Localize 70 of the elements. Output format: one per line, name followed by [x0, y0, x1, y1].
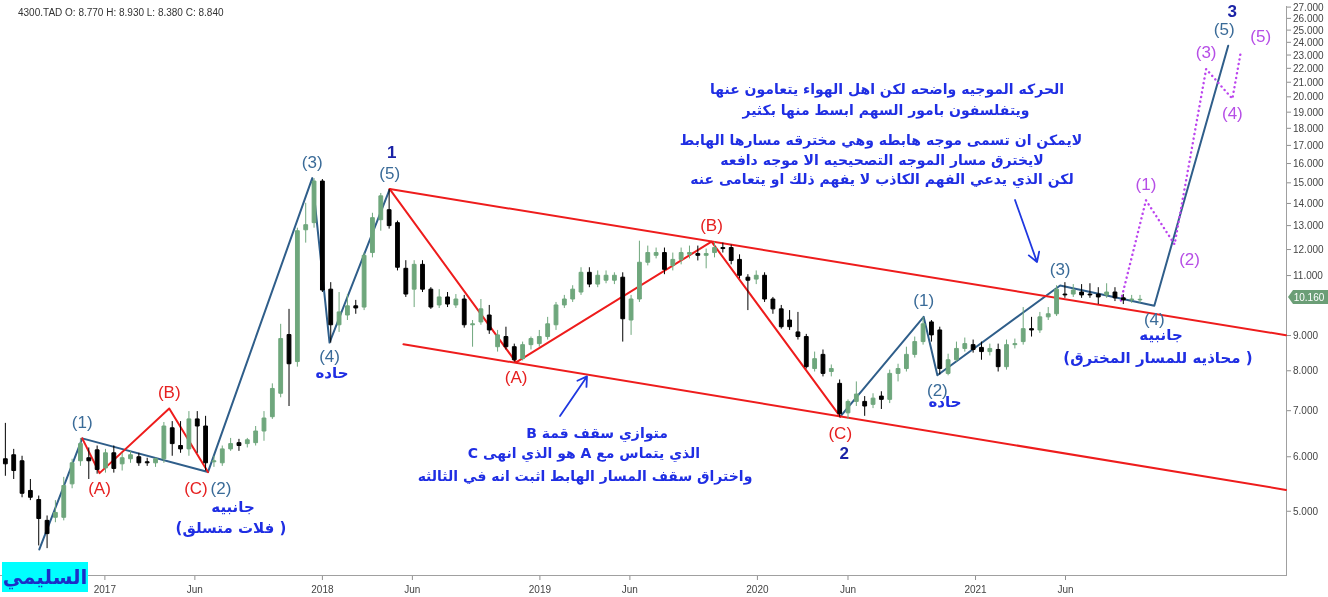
y-tick-label: 6.000	[1293, 451, 1319, 463]
x-tick-label: Jun	[404, 583, 421, 595]
y-tick-label: 12.000	[1293, 244, 1325, 256]
y-tick-label: 19.000	[1293, 106, 1325, 118]
annotation: 2	[839, 444, 849, 464]
y-tick-label: 17.000	[1293, 139, 1325, 151]
annotation: (C)	[184, 478, 208, 498]
annotation: متوازي سقف قمة B	[526, 425, 668, 443]
signature-box: السليمي	[2, 562, 88, 592]
annotation: (4)	[1143, 310, 1165, 330]
x-tick-label: 2018	[311, 583, 334, 595]
y-tick-label: 11.000	[1293, 270, 1324, 282]
annotation: (2)	[1179, 249, 1200, 269]
y-tick-label: 25.000	[1293, 24, 1325, 36]
annotation: (A)	[88, 478, 111, 498]
annotation: لكن الذي يدعي الفهم الكاذب لا يفهم ذلك او يتعامى عنه	[690, 171, 1074, 189]
annotation: لايمكن ان تسمى موجه هابطه وهي مخترقه مسارها الهابط	[679, 132, 1083, 149]
annotation: (1)	[913, 291, 935, 311]
y-tick-label: 18.000	[1293, 122, 1325, 134]
annotation: (C)	[828, 424, 853, 444]
y-tick-label: 22.000	[1293, 62, 1325, 74]
annotation: (3)	[1195, 42, 1217, 62]
annotation: (5)	[1250, 26, 1272, 46]
y-tick-label: 23.000	[1293, 49, 1325, 61]
x-tick-label: Jun	[1057, 583, 1074, 595]
annotation: (5)	[379, 163, 401, 183]
y-tick-label: 27.000	[1293, 1, 1325, 13]
annotation: (3)	[1049, 260, 1071, 279]
annotation: حاده	[315, 364, 349, 382]
annotation: (1)	[1135, 174, 1157, 194]
x-tick-label: 2020	[746, 583, 769, 595]
annotation: (2)	[210, 478, 232, 498]
x-tick-label: 2019	[528, 583, 552, 595]
annotation: لايخترق مسار الموجه التصحيحيه الا موجه دافعه	[720, 152, 1044, 169]
annotation: 4300.TAD O: 8.770 H: 8.930 L: 8.380 C: 8.840	[18, 6, 224, 18]
annotation: (4)	[1221, 104, 1243, 124]
y-tick-label: 16.000	[1293, 158, 1325, 170]
annotation: (B)	[700, 216, 723, 236]
annotation: 3	[1227, 2, 1237, 22]
annotation: (5)	[1213, 20, 1235, 40]
annotation: ( فلات متسلق)	[175, 519, 287, 537]
annotation: الذي يتماس مع A هو الذي انهى C	[467, 445, 701, 463]
annotation: جانبيه	[211, 498, 255, 516]
y-tick-label: 26.000	[1293, 12, 1325, 24]
y-tick-label: 14.000	[1293, 197, 1325, 209]
y-tick-label: 7.000	[1293, 405, 1319, 417]
x-tick-label: 2021	[964, 583, 988, 595]
annotation: (4)	[319, 347, 340, 367]
annotation: 1	[387, 142, 397, 162]
annotation: (A)	[504, 367, 528, 387]
y-tick-label: 5.000	[1293, 505, 1319, 517]
y-tick-label: 24.000	[1293, 36, 1325, 48]
annotation: الحركه الموجيه واضحه لكن اهل الهواء يتعامون عنها	[709, 81, 1065, 98]
x-tick-label: Jun	[186, 583, 203, 595]
annotation: (3)	[301, 152, 323, 172]
y-tick-label: 15.000	[1293, 177, 1325, 189]
price-tag: 10.160	[1288, 290, 1328, 304]
annotation: واختراق سقف المسار الهابط اثبت انه في الثالثه	[417, 468, 753, 485]
x-tick-label: Jun	[621, 583, 638, 595]
annotation: (1)	[71, 412, 93, 432]
x-tick-label: 2017	[93, 583, 117, 595]
annotation: ( محاذيه للمسار المخترق)	[1063, 349, 1253, 367]
y-tick-label: 13.000	[1293, 220, 1325, 232]
y-tick-label: 21.000	[1293, 76, 1325, 88]
y-tick-label: 20.000	[1293, 91, 1325, 103]
y-tick-label: 9.000	[1293, 330, 1319, 342]
y-tick-label: 8.000	[1293, 365, 1319, 377]
x-tick-label: Jun	[839, 583, 857, 595]
annotation: (B)	[157, 383, 181, 403]
annotation: ويتفلسفون بامور السهم ابسط منها بكثير	[741, 102, 1030, 119]
